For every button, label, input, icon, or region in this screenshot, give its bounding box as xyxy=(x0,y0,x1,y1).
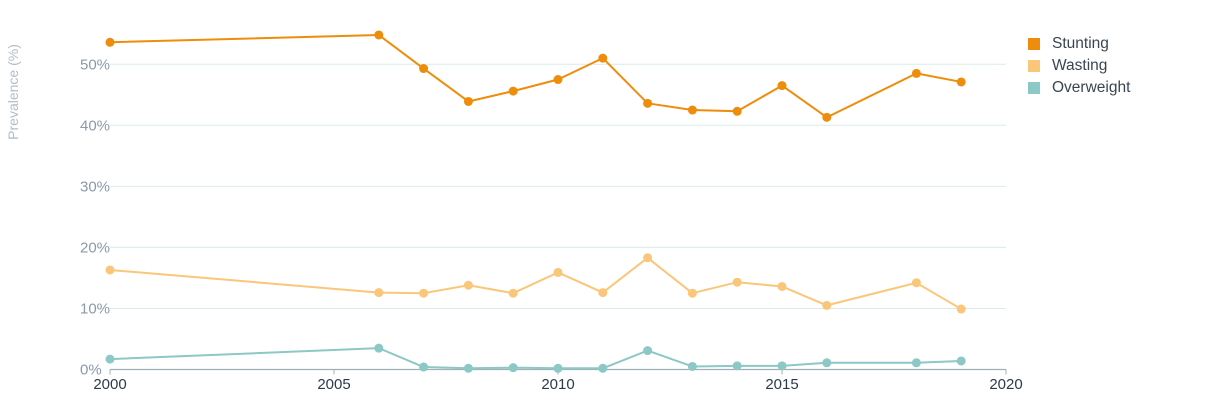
x-tick-label: 2010 xyxy=(541,376,574,393)
data-point-overweight[interactable] xyxy=(643,346,653,356)
data-point-overweight[interactable] xyxy=(598,363,608,373)
data-point-wasting[interactable] xyxy=(105,265,115,275)
data-point-overweight[interactable] xyxy=(956,356,966,366)
data-point-wasting[interactable] xyxy=(598,288,608,298)
data-point-wasting[interactable] xyxy=(419,288,429,298)
x-tick-label: 2020 xyxy=(989,376,1022,393)
data-point-stunting[interactable] xyxy=(822,112,832,122)
grid-lines xyxy=(110,63,1006,309)
series-line-stunting xyxy=(109,33,962,119)
y-tick-label: 10% xyxy=(80,300,110,317)
y-tick-label: 20% xyxy=(80,239,110,256)
y-tick-label: 30% xyxy=(80,178,110,195)
legend-swatch xyxy=(1028,60,1040,72)
data-point-overweight[interactable] xyxy=(687,361,697,371)
x-tick-label: 2005 xyxy=(317,376,350,393)
data-point-stunting[interactable] xyxy=(687,105,697,115)
data-point-wasting[interactable] xyxy=(777,281,787,291)
data-point-overweight[interactable] xyxy=(508,363,518,373)
data-point-stunting[interactable] xyxy=(105,37,115,47)
y-tick-label: 40% xyxy=(80,117,110,134)
y-tick-label: 50% xyxy=(80,56,110,73)
series-line-overweight xyxy=(109,347,962,370)
legend-swatch xyxy=(1028,38,1040,50)
y-tick-label: 0% xyxy=(80,362,102,379)
data-point-stunting[interactable] xyxy=(419,64,429,74)
data-point-overweight[interactable] xyxy=(463,363,473,373)
data-point-stunting[interactable] xyxy=(374,30,384,40)
data-point-wasting[interactable] xyxy=(687,288,697,298)
data-point-stunting[interactable] xyxy=(956,77,966,87)
x-tick-label: 2015 xyxy=(765,376,798,393)
legend-label: Wasting xyxy=(1052,57,1108,74)
legend-swatch xyxy=(1028,82,1040,94)
data-point-wasting[interactable] xyxy=(553,267,563,277)
data-point-stunting[interactable] xyxy=(777,81,787,91)
data-point-stunting[interactable] xyxy=(732,106,742,116)
legend-item-wasting[interactable]: Wasting xyxy=(1028,55,1130,77)
data-point-stunting[interactable] xyxy=(598,53,608,63)
data-point-wasting[interactable] xyxy=(911,278,921,288)
data-point-wasting[interactable] xyxy=(956,304,966,314)
data-point-overweight[interactable] xyxy=(553,363,563,373)
data-point-stunting[interactable] xyxy=(553,75,563,85)
data-point-stunting[interactable] xyxy=(911,68,921,78)
data-point-wasting[interactable] xyxy=(374,288,384,298)
legend-label: Stunting xyxy=(1052,35,1109,52)
data-point-stunting[interactable] xyxy=(508,86,518,96)
data-point-wasting[interactable] xyxy=(463,280,473,290)
series-lines xyxy=(105,30,966,373)
axes: 0% 10% 20% 30% 40% 50% 2000 2005 2010 2015 2020 xyxy=(80,56,1023,393)
data-point-wasting[interactable] xyxy=(508,288,518,298)
data-point-overweight[interactable] xyxy=(822,358,832,368)
x-tick-label: 2000 xyxy=(93,376,126,393)
data-point-overweight[interactable] xyxy=(374,343,384,353)
data-point-overweight[interactable] xyxy=(777,361,787,371)
legend-item-overweight[interactable]: Overweight xyxy=(1028,77,1130,99)
series-line-wasting xyxy=(109,256,962,310)
data-point-overweight[interactable] xyxy=(105,354,115,364)
data-point-overweight[interactable] xyxy=(419,362,429,372)
data-point-wasting[interactable] xyxy=(822,300,832,310)
data-point-wasting[interactable] xyxy=(732,277,742,287)
data-point-stunting[interactable] xyxy=(643,98,653,108)
y-axis-label: Prevalence (%) xyxy=(5,44,21,140)
legend-item-stunting[interactable]: Stunting xyxy=(1028,33,1130,55)
legend: Stunting Wasting Overweight xyxy=(1028,33,1130,99)
data-point-overweight[interactable] xyxy=(732,361,742,371)
data-point-stunting[interactable] xyxy=(463,96,473,106)
legend-label: Overweight xyxy=(1052,79,1131,96)
data-point-overweight[interactable] xyxy=(911,358,921,368)
data-point-wasting[interactable] xyxy=(643,253,653,263)
